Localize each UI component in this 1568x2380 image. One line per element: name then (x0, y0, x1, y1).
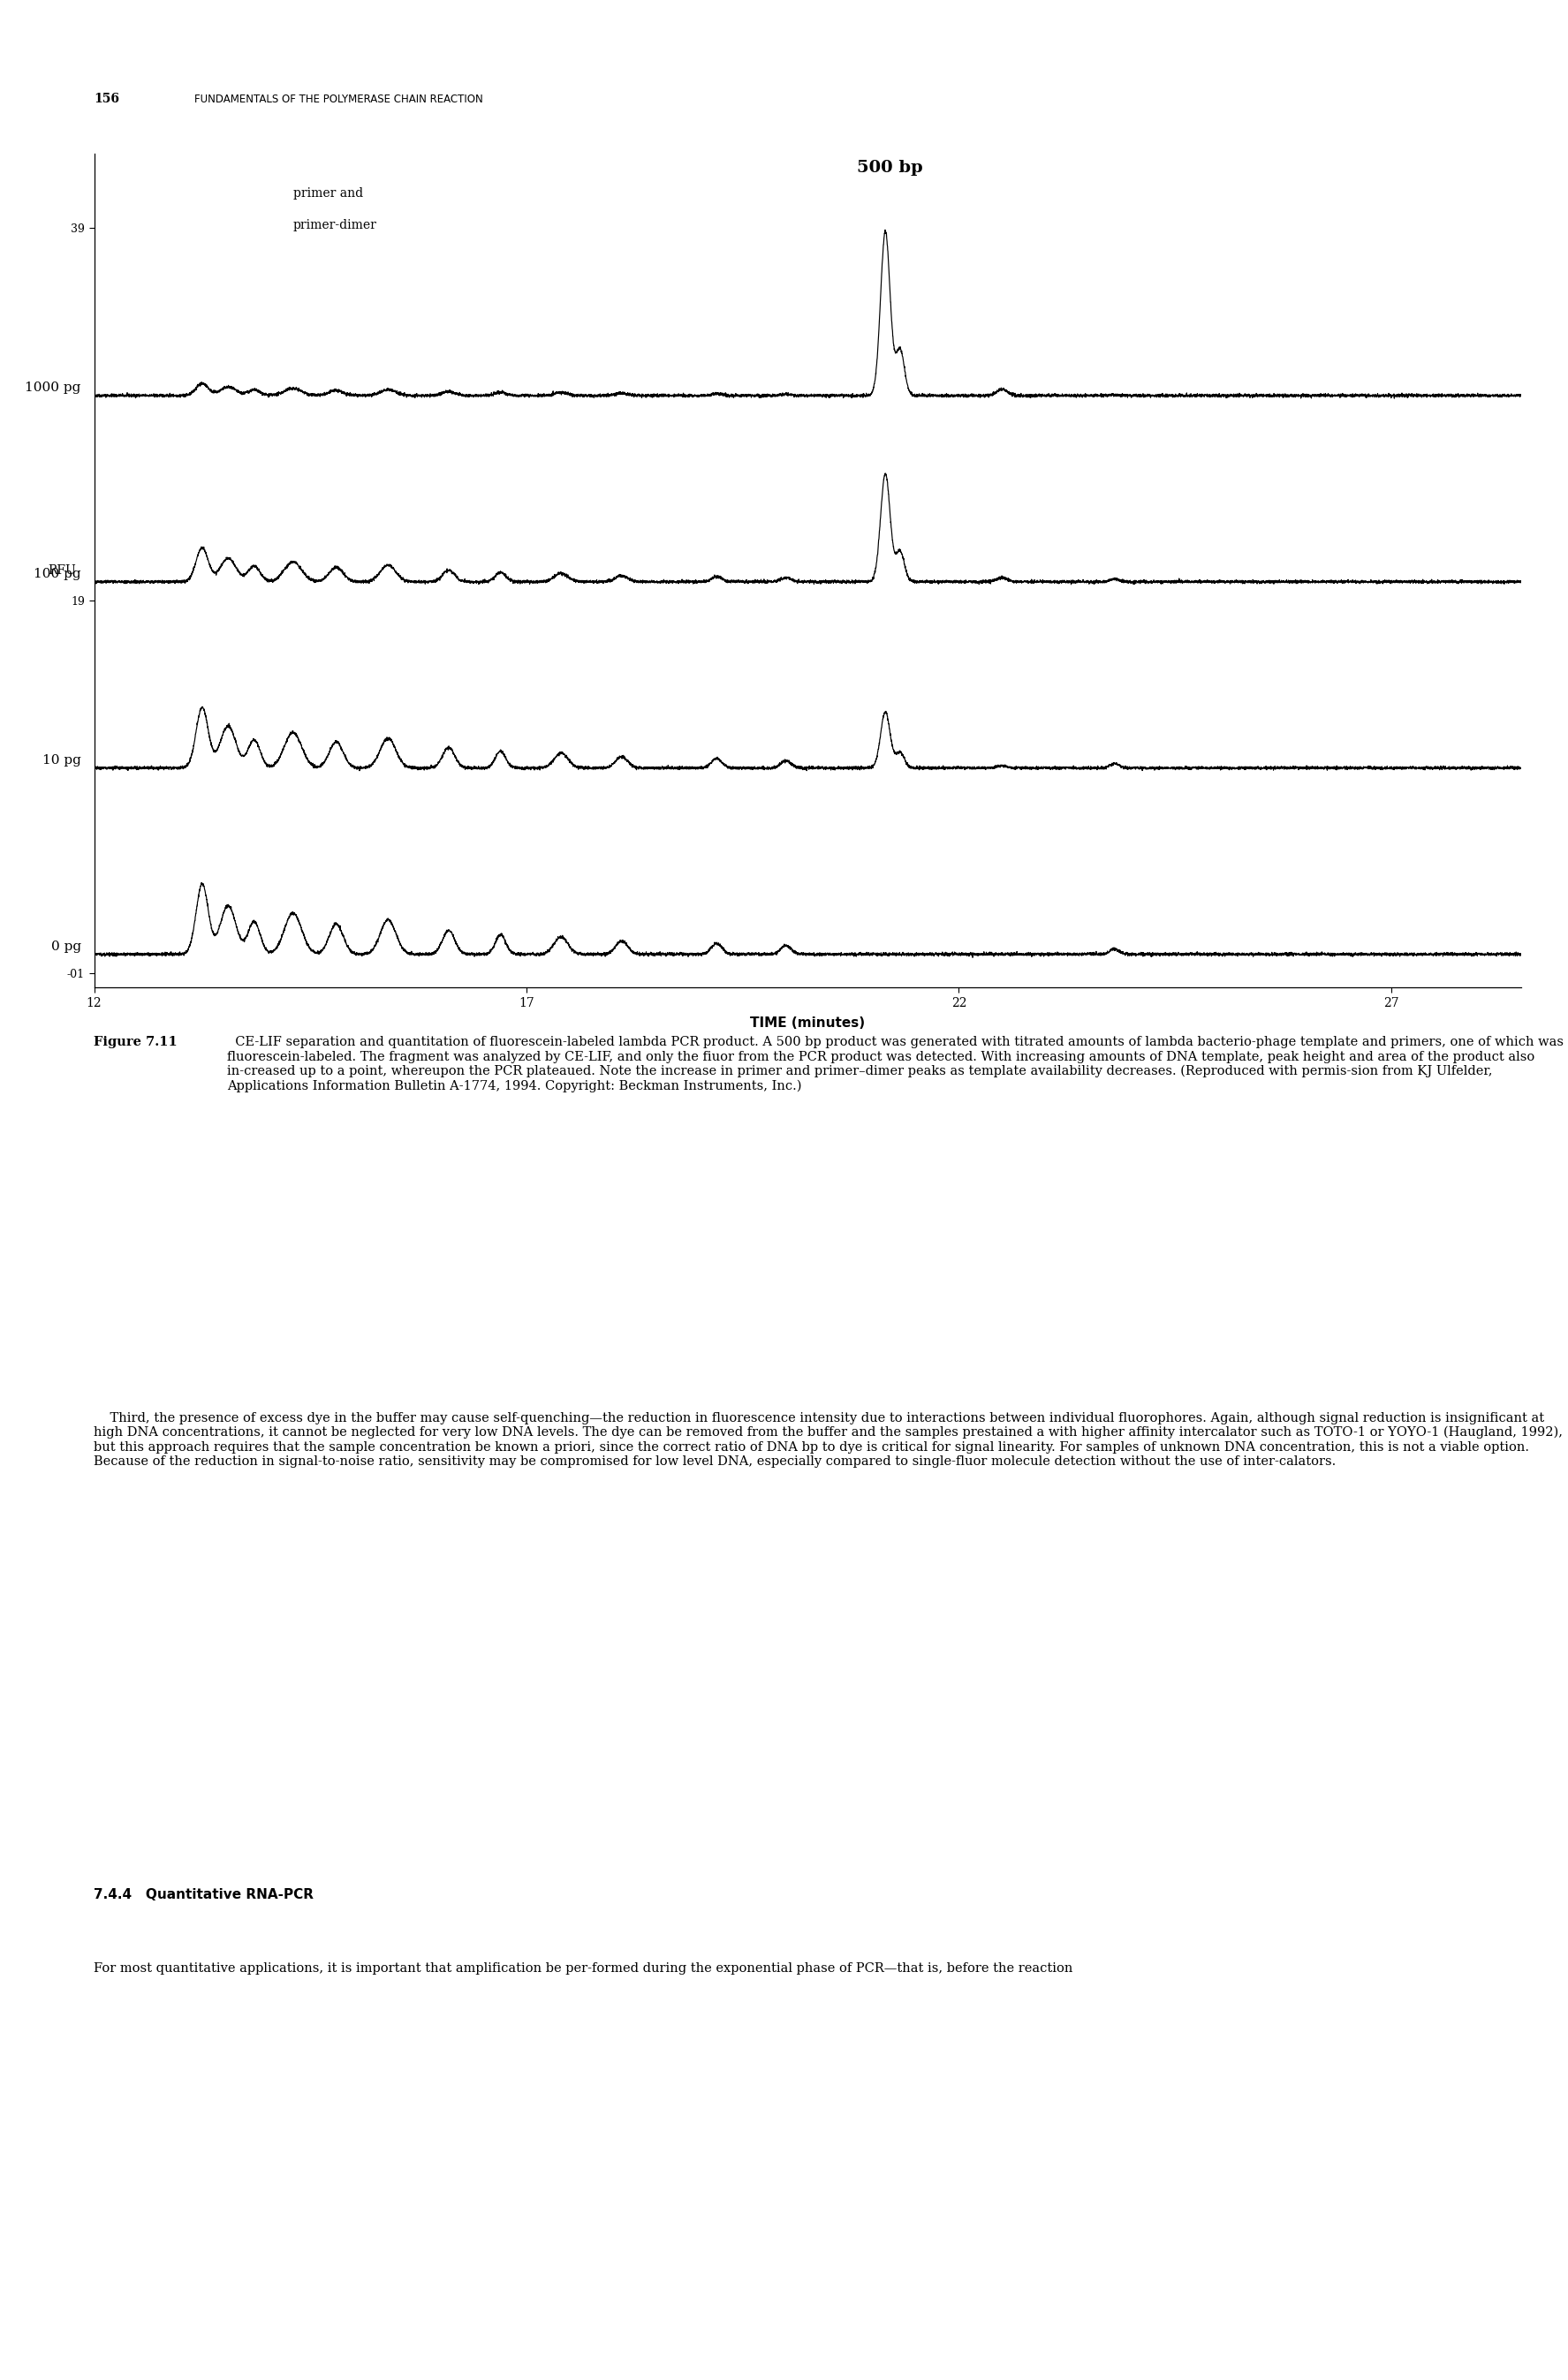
Text: Third, the presence of excess dye in the buffer may cause self-quenching—the red: Third, the presence of excess dye in the… (94, 1411, 1563, 1468)
Text: CE-LIF separation and quantitation of fluorescein-labeled lambda PCR product. A : CE-LIF separation and quantitation of fl… (227, 1035, 1563, 1092)
Text: primer and: primer and (293, 188, 362, 200)
X-axis label: TIME (minutes): TIME (minutes) (750, 1016, 866, 1031)
Text: 10 pg: 10 pg (42, 754, 82, 766)
Text: 1000 pg: 1000 pg (25, 381, 82, 395)
Text: 7.4.4   Quantitative RNA-PCR: 7.4.4 Quantitative RNA-PCR (94, 1887, 314, 1902)
Y-axis label: RFU: RFU (49, 564, 77, 576)
Text: primer-dimer: primer-dimer (293, 219, 376, 231)
Text: Figure 7.11: Figure 7.11 (94, 1035, 177, 1050)
Text: 100 pg: 100 pg (34, 569, 82, 581)
Text: FUNDAMENTALS OF THE POLYMERASE CHAIN REACTION: FUNDAMENTALS OF THE POLYMERASE CHAIN REA… (194, 93, 483, 105)
Text: For most quantitative applications, it is important that amplification be per-fo: For most quantitative applications, it i… (94, 1961, 1073, 1975)
Text: 500 bp: 500 bp (856, 159, 922, 176)
Text: 0 pg: 0 pg (52, 940, 82, 952)
Text: 156: 156 (94, 93, 119, 105)
